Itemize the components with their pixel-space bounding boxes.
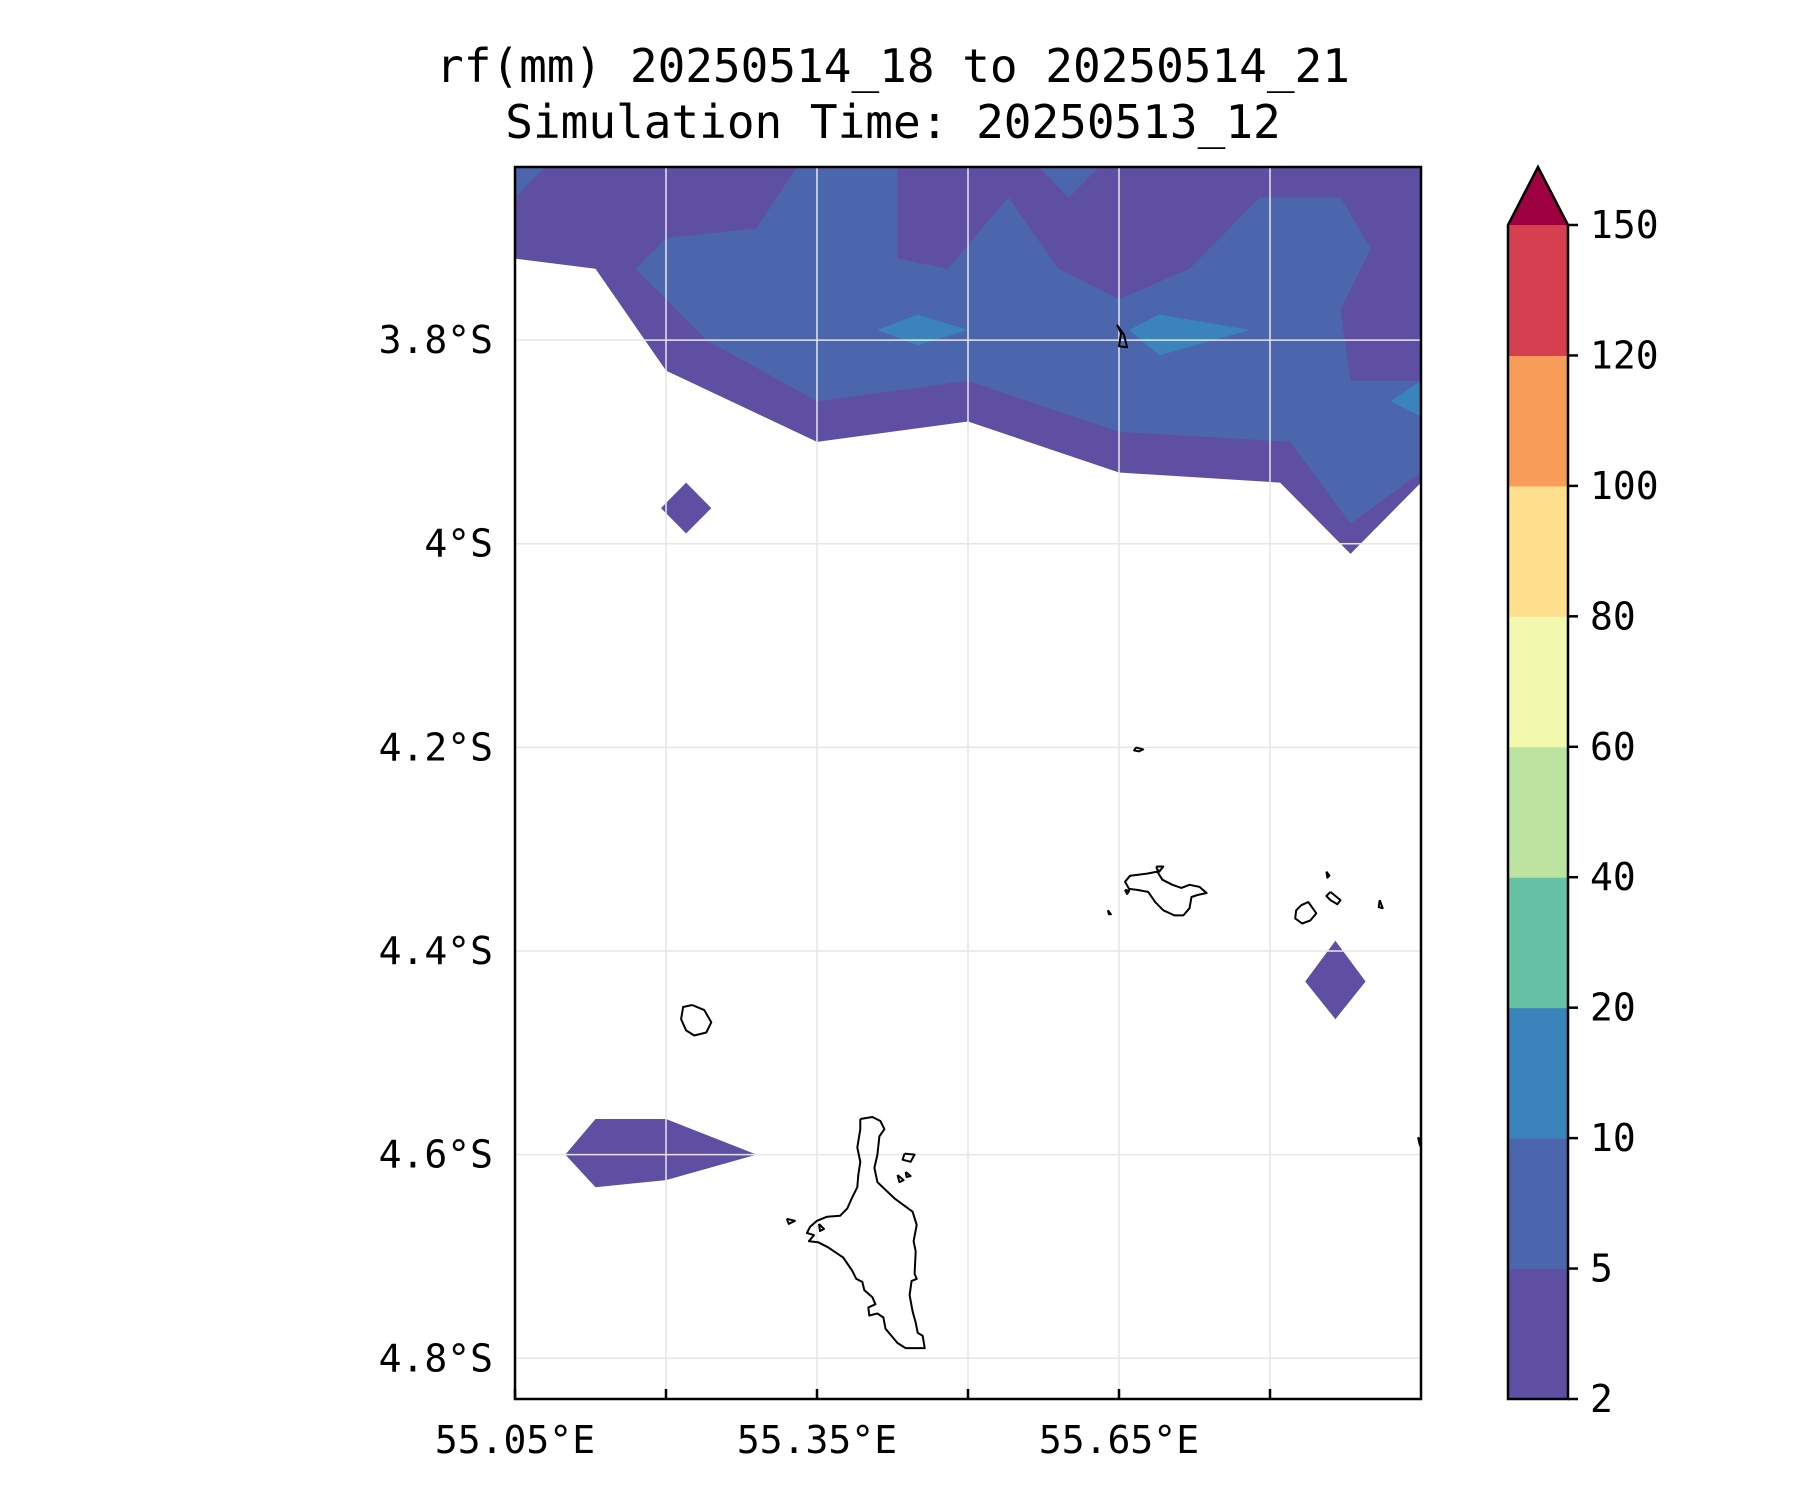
colorbar-segment [1508,877,1568,1009]
colorbar-label: 2 [1590,1377,1613,1421]
colorbar-label: 120 [1590,333,1659,377]
longitude-axis: 55.05°E 55.35°E 55.65°E [435,1389,1272,1462]
colorbar-outline [1506,164,1570,1401]
colorbar-segment [1508,1007,1568,1139]
x-tick-label: 55.35°E [737,1418,897,1462]
colorbar-segment [1508,616,1568,748]
map-gridlines [515,167,1421,1399]
x-tick-label: 55.05°E [435,1418,595,1462]
colorbar-segment [1508,1268,1568,1400]
colorbar-segment [1508,1138,1568,1270]
rain-area-10-20-7 [877,314,968,346]
colorbar-segment [1508,355,1568,487]
coastlines [680,324,1421,1350]
island-coastline [1116,324,1129,349]
island-coastline [1106,909,1112,916]
rain-area-10-20-8 [1129,314,1250,356]
rain-area-10-20-9 [1390,380,1421,417]
rain-area-2-5-1 [661,482,712,534]
x-tick-label: 55.65°E [1039,1418,1199,1462]
colorbar-label: 20 [1590,986,1636,1030]
rain-area-5-10-4 [515,167,546,198]
island-coastline [896,1174,905,1184]
colorbar-label: 100 [1590,464,1659,508]
y-tick-label: 4.6°S [379,1133,493,1177]
island-coastline [1377,899,1384,910]
colorbar-segment [1508,225,1568,356]
map-title-line-2: Simulation Time: 20250513_12 [505,95,1280,149]
island-coastline [1294,901,1318,925]
colorbar-segment [1508,485,1568,617]
colorbar-label: 80 [1590,594,1636,638]
y-tick-label: 4°S [424,522,493,566]
colorbar-label: 5 [1590,1247,1613,1291]
colorbar-segment [1508,746,1568,878]
y-tick-label: 3.8°S [379,318,493,362]
island-coastline [818,1223,825,1232]
y-tick-label: 4.8°S [379,1336,493,1380]
colorbar-label: 40 [1590,855,1636,899]
map-title-line-1: rf(mm) 20250514_18 to 20250514_21 [436,39,1350,93]
island-coastline [680,1004,713,1037]
colorbar: 2 5 10 20 40 60 80 100 120 150 [1506,164,1659,1421]
island-coastline [1325,871,1331,879]
island-coastline [1124,870,1208,917]
colorbar-segments [1506,164,1570,1401]
map-panel: 55.05°E 55.35°E 55.65°E 3.8°S 4°S 4.2°S 4.4°S… [379,165,1423,1462]
rain-area-2-5-2 [565,1119,757,1188]
colorbar-labels: 2 5 10 20 40 60 80 100 120 150 [1568,203,1659,1421]
y-tick-label: 4.4°S [379,929,493,973]
colorbar-label: 60 [1590,725,1636,769]
rain-area-5-10-5 [635,167,1421,524]
y-tick-label: 4.2°S [379,725,493,769]
island-coastline [904,1171,912,1178]
latitude-axis: 3.8°S 4°S 4.2°S 4.4°S 4.6°S 4.8°S [379,318,493,1380]
island-coastline [785,1217,796,1225]
colorbar-label: 10 [1590,1116,1636,1160]
island-coastline [805,1116,926,1350]
island-coastline [1155,865,1165,873]
island-coastline [1133,746,1145,753]
island-coastline [1417,1136,1421,1147]
island-coastline [1325,891,1342,906]
colorbar-label: 150 [1590,203,1659,247]
island-coastline [901,1152,916,1163]
rain-area-5-10-6 [1038,167,1099,198]
rain-area-2-5-3 [1305,940,1366,1020]
island-coastline [1124,888,1131,895]
colorbar-extend-max [1508,167,1568,225]
